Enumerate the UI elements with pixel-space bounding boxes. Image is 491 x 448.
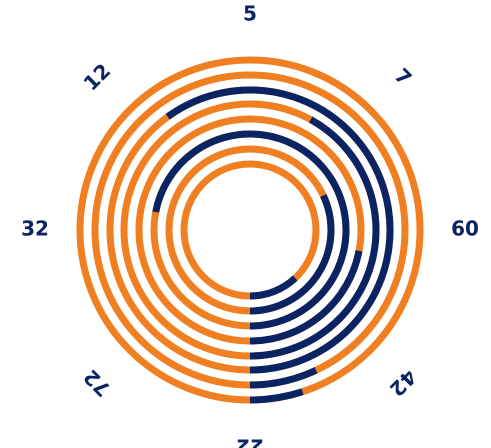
rings-layer — [76, 56, 424, 404]
ring-label-5: 72 — [79, 365, 116, 402]
ring-label-2: 60 — [451, 217, 479, 241]
ring-label-6: 32 — [21, 217, 49, 241]
ring-value-arc-4 — [249, 250, 363, 345]
ring-label-0: 5 — [243, 2, 257, 26]
ring-track-0 — [76, 56, 424, 404]
ring-value-arc-6 — [249, 194, 335, 315]
ring-label-7: 12 — [79, 59, 116, 96]
ring-value-arc-0 — [249, 388, 304, 404]
ring-label-4: 22 — [236, 435, 264, 448]
ring-value-arc-7 — [249, 275, 298, 300]
ring-value-arc-5 — [152, 130, 350, 330]
ring-value-arc-1 — [249, 367, 318, 389]
ring-value-arc-3 — [249, 116, 380, 360]
ring-value-arc-2 — [165, 86, 394, 374]
ring-label-3: 42 — [385, 365, 422, 402]
ring-track-7 — [180, 160, 320, 300]
ring-label-1: 7 — [390, 64, 417, 91]
labels-layer: 5 7 60 42 22 72 32 12 — [21, 2, 479, 448]
